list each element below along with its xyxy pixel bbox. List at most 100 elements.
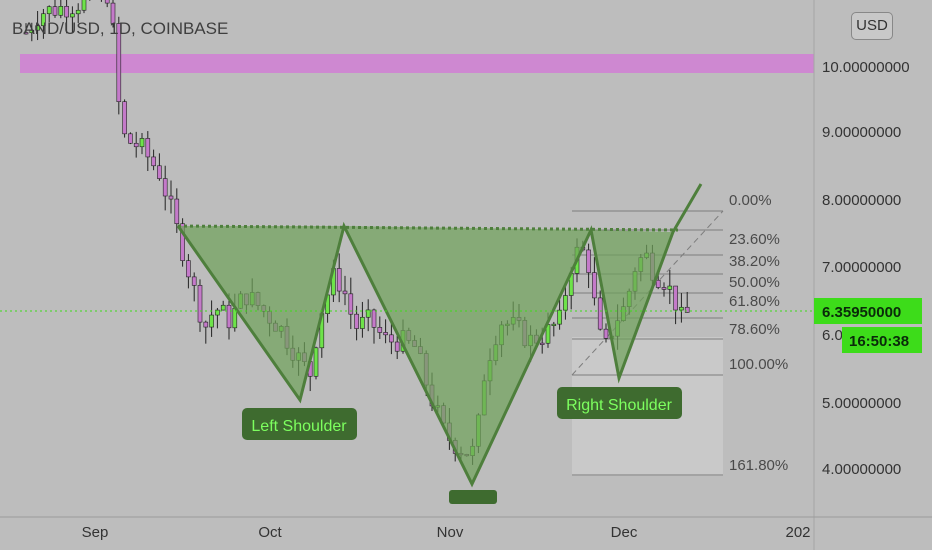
candle-body (133, 142, 139, 148)
price-tick: 9.00000000 (822, 124, 901, 141)
candle-body (684, 306, 690, 313)
candle-body (673, 285, 678, 311)
price-axis[interactable]: 10.00000000 9.00000000 8.00000000 7.0000… (822, 59, 910, 478)
candle-body (661, 287, 667, 290)
head-label-partial (449, 490, 497, 504)
candle-body (348, 293, 354, 315)
candle-body (597, 297, 603, 330)
candle-body (215, 309, 220, 316)
countdown-badge: 16:50:38 (842, 327, 922, 353)
candle-body (563, 295, 568, 311)
candle-body (145, 138, 151, 158)
right-shoulder-label-text: Right Shoulder (566, 397, 673, 414)
head-shape (344, 226, 591, 484)
fib-label-786: 78.60% (729, 321, 780, 338)
price-tick: 6.0 (822, 327, 843, 344)
candle-body (365, 309, 371, 318)
time-axis[interactable]: Sep Oct Nov Dec 202 (82, 524, 811, 541)
right-shoulder-label-bg (557, 387, 682, 419)
candle-body (35, 25, 40, 31)
left-shoulder-label: Left Shoulder (242, 408, 357, 440)
candle-body (226, 304, 232, 329)
candle-body (128, 133, 133, 144)
candle-body (52, 6, 58, 16)
candle-body (389, 334, 394, 343)
candle-body (180, 223, 185, 261)
countdown-value: 16:50:38 (849, 333, 909, 350)
candle-body (151, 156, 156, 167)
candle-body (29, 29, 35, 34)
chart-title: BAND/USD, 1D, COINBASE (12, 19, 228, 38)
time-tick: Oct (258, 524, 282, 541)
price-tick: 10.00000000 (822, 59, 910, 76)
left-shoulder-label-text: Left Shoulder (251, 418, 347, 435)
candle-body (377, 327, 383, 333)
fib-label-1000: 100.00% (729, 356, 788, 373)
candle-body (58, 6, 64, 16)
fib-label-236: 23.60% (729, 231, 780, 248)
candle-body (667, 285, 673, 290)
candle-body (41, 13, 46, 27)
candle-body (174, 198, 180, 224)
candle-body (75, 9, 81, 15)
candle-body (104, 0, 110, 4)
candle-body (116, 23, 122, 102)
price-tick: 5.00000000 (822, 395, 901, 412)
neckline (177, 224, 679, 232)
last-price-value: 6.35950000 (822, 304, 901, 321)
inverse-head-shoulders-pattern[interactable] (176, 183, 703, 488)
resistance-zone (20, 54, 814, 73)
countdown-badge-bg (842, 327, 922, 353)
candle-body (586, 249, 591, 273)
candle-body (168, 195, 174, 200)
right-shoulder-label: Right Shoulder (557, 387, 682, 419)
candle-body (81, 0, 87, 11)
fib-label-1618: 161.80% (729, 457, 788, 474)
candle-body (70, 13, 75, 18)
candle-body (342, 290, 348, 295)
candle-body (220, 304, 226, 311)
candle-body (336, 268, 342, 292)
time-tick: Nov (437, 524, 464, 541)
last-price-badge: 6.35950000 (814, 298, 922, 324)
candle-body (394, 341, 400, 352)
time-tick: Sep (82, 524, 109, 541)
candle-body (354, 313, 359, 329)
left-shoulder-label-bg (242, 408, 357, 440)
candle-body (191, 276, 197, 286)
candle-body (197, 285, 203, 323)
candle-body (209, 314, 214, 328)
candle-body (383, 332, 388, 336)
price-tick: 7.00000000 (822, 259, 901, 276)
fib-labels: 0.00% 23.60% 38.20% 50.00% 61.80% 78.60%… (729, 192, 788, 474)
candle-body (186, 260, 191, 278)
time-tick: Dec (611, 524, 638, 541)
candle-body (603, 328, 609, 339)
candle-body (162, 178, 168, 197)
candle-body (313, 347, 319, 377)
candle-body (23, 32, 29, 35)
candle-body (64, 6, 69, 18)
pattern-outline (176, 183, 703, 488)
candle-body (139, 138, 145, 148)
candle-body (122, 101, 127, 135)
time-tick: 202 (785, 524, 810, 541)
candle-body (360, 316, 365, 329)
candle-body (592, 272, 597, 299)
right-shoulder-shape (591, 230, 673, 378)
candle-body (157, 165, 162, 179)
candle-body (679, 306, 684, 311)
fib-label-500: 50.00% (729, 274, 780, 291)
fib-label-0: 0.00% (729, 192, 772, 209)
candle-body (110, 2, 116, 24)
candle-body (655, 279, 661, 288)
candle-body (371, 309, 377, 328)
candle-body (46, 6, 52, 15)
fib-label-382: 38.20% (729, 253, 780, 270)
candle-body (551, 323, 557, 326)
currency-button[interactable]: USD (851, 12, 893, 40)
price-tick: 8.00000000 (822, 192, 901, 209)
last-price-badge-bg (814, 298, 922, 324)
fibonacci-retracement[interactable] (571, 210, 724, 476)
